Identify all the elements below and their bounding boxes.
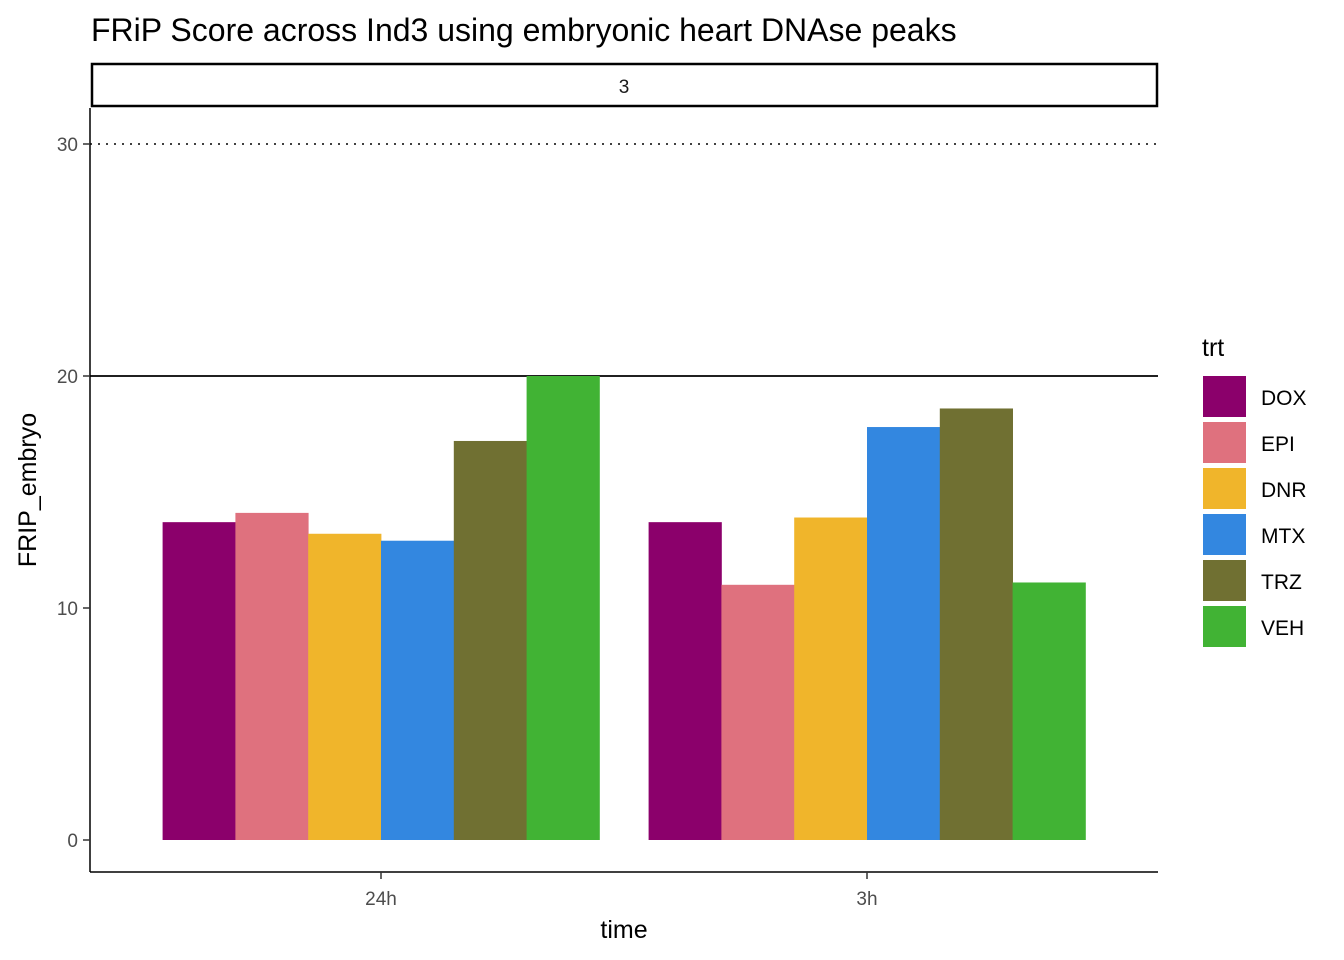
legend-label-mtx: MTX [1261,525,1305,548]
y-tick-label: 30 [57,135,78,156]
legend-key-dox [1203,376,1246,417]
y-axis-title: FRIP_embryo [14,413,42,567]
axes [89,108,1158,873]
legend: trt DOX EPI DNR MTX TRZ VEH [1202,334,1307,647]
bars [162,376,1086,840]
legend-label-trz: TRZ [1261,571,1302,594]
x-tick-label: 3h [856,889,877,910]
bar-epi-24h [235,512,309,840]
y-tick-label: 0 [67,831,78,852]
legend-label-dnr: DNR [1261,479,1307,502]
x-axis-ticks: 24h 3h [365,872,878,910]
bar-trz-24h [453,440,527,840]
chart-title: FRiP Score across Ind3 using embryonic h… [91,12,957,48]
legend-title: trt [1202,334,1224,362]
reference-lines [90,143,1158,377]
bar-epi-3h [721,584,795,840]
legend-label-veh: VEH [1261,617,1304,640]
bar-dox-24h [162,522,236,840]
facet-strip: 3 [90,62,1159,108]
bar-dnr-3h [794,517,868,840]
legend-key-veh [1203,606,1246,647]
legend-key-mtx [1203,514,1246,555]
facet-strip-box [90,62,1159,108]
bar-trz-3h [939,408,1013,840]
x-tick-label: 24h [365,889,397,910]
legend-label-dox: DOX [1261,387,1307,410]
legend-key-dnr [1203,468,1246,509]
y-axis-ticks: 0 10 20 30 [57,135,90,852]
legend-label-epi: EPI [1261,433,1295,456]
bar-dnr-24h [308,533,382,840]
x-axis-title: time [600,916,647,944]
y-tick-label: 20 [57,367,78,388]
bar-mtx-24h [381,540,455,840]
bar-veh-3h [1012,582,1086,840]
legend-key-epi [1203,422,1246,463]
legend-key-trz [1203,560,1246,601]
bar-dox-3h [648,522,722,840]
facet-strip-label: 3 [619,77,630,98]
y-tick-label: 10 [57,599,78,620]
bar-veh-24h [526,376,600,840]
bar-mtx-3h [867,427,941,840]
